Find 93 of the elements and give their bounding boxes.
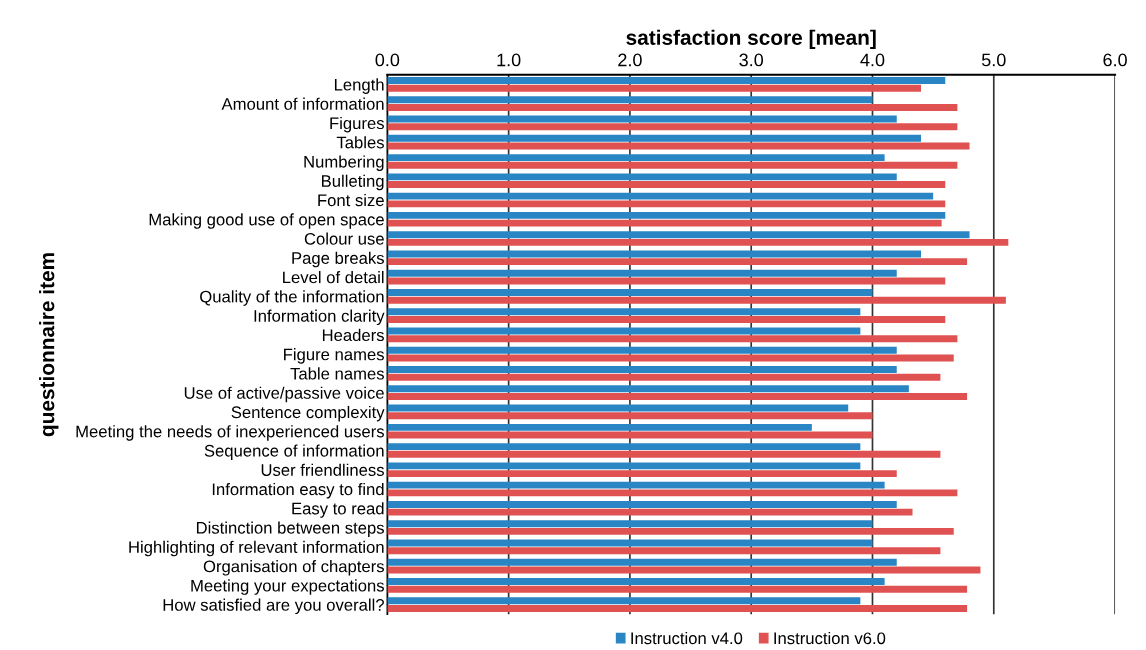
bar [387, 431, 873, 439]
y-tick-label: Meeting the needs of inexperienced users [76, 425, 384, 441]
legend-label: Instruction v4.0 [631, 631, 743, 645]
y-tick-label: Quality of the information [200, 290, 384, 306]
bar [387, 539, 873, 547]
y-tick-label: Making good use of open space [149, 213, 384, 229]
bar [387, 104, 958, 111]
y-tick-label: Figure names [284, 348, 384, 364]
bar [387, 219, 942, 227]
bar [387, 412, 873, 420]
bar [387, 250, 921, 258]
bar [387, 423, 812, 431]
y-tick-label: Page breaks [292, 251, 384, 268]
y-tick-label: Bulleting [322, 174, 384, 191]
bar [387, 385, 909, 393]
bar [387, 585, 968, 593]
bar [387, 192, 934, 200]
bar [387, 547, 941, 555]
bar [387, 134, 921, 142]
bar [387, 289, 873, 296]
y-tick-label: Amount of information [221, 97, 384, 110]
y-tick-label: Length [334, 78, 384, 94]
bar [387, 211, 946, 219]
y-tick-label: Information clarity [254, 309, 385, 326]
x-tick-label: 5.0 [981, 53, 1006, 67]
bar [387, 258, 968, 266]
y-tick-label: Numbering [304, 155, 384, 171]
bar [387, 335, 958, 343]
y-axis-title: questionnaire item [39, 253, 59, 437]
x-tick-label: 4.0 [860, 53, 885, 67]
legend-label: Instruction v6.0 [774, 631, 886, 645]
y-tick-label: Easy to read [292, 502, 384, 518]
bar [387, 508, 913, 516]
bar [387, 489, 958, 497]
y-tick-label: Figures [330, 116, 384, 133]
bar [387, 84, 921, 92]
bar [387, 161, 958, 169]
y-tick-label: Use of active/passive voice [184, 386, 384, 403]
bar [387, 231, 970, 239]
bar [387, 566, 981, 574]
bar [387, 77, 946, 84]
bar [387, 527, 954, 535]
bar [387, 296, 1006, 304]
y-tick-label: How satisfied are you overall? [163, 598, 384, 615]
x-tick-label: 3.0 [739, 53, 764, 67]
y-tick-label: Sequence of information [204, 444, 384, 460]
bar [387, 308, 861, 316]
bar [387, 578, 885, 585]
y-tick-label: Sentence complexity [231, 405, 385, 422]
bar [387, 315, 946, 323]
bar [387, 393, 968, 400]
bar [387, 238, 1009, 246]
bar [387, 366, 897, 374]
bar [387, 269, 897, 277]
y-tick-label: Level of detail [283, 271, 384, 284]
y-tick-label: Distinction between steps [196, 521, 384, 538]
y-tick-label: Highlighting of relevant information [129, 540, 384, 557]
x-tick-label: 2.0 [618, 53, 642, 67]
bar [387, 597, 861, 605]
bar [387, 450, 941, 458]
y-tick-label: Organisation of chapters [203, 560, 384, 576]
bar [387, 154, 885, 162]
bar [387, 181, 946, 189]
y-tick-label: Table names [290, 367, 384, 380]
bar [387, 558, 897, 566]
x-tick-label: 6.0 [1103, 53, 1127, 67]
x-axis-title: satisfaction score [mean] [626, 29, 876, 50]
bar [387, 481, 885, 489]
y-tick-label: User friendliness [261, 463, 384, 476]
bar [387, 373, 941, 381]
bar [387, 200, 946, 208]
bar [387, 346, 897, 354]
bar [387, 500, 897, 508]
bar [387, 462, 861, 470]
x-tick-label: 0.0 [375, 53, 400, 67]
bar [387, 115, 897, 123]
y-tick-label: Meeting your expectations [191, 579, 384, 595]
y-tick-label: Tables [336, 136, 384, 149]
y-tick-label: Headers [322, 328, 384, 342]
bar [387, 142, 970, 150]
bar [387, 123, 958, 131]
bar [387, 173, 897, 181]
bar [387, 443, 861, 451]
x-tick-label: 1.0 [497, 53, 521, 67]
bar [387, 470, 897, 478]
y-tick-label: Information easy to find [212, 482, 384, 499]
y-tick-label: Colour use [304, 232, 384, 245]
bar [387, 404, 849, 412]
bar [387, 520, 873, 528]
bar [387, 96, 873, 104]
y-tick-label: Font size [318, 193, 384, 207]
bar [387, 277, 946, 285]
bar [387, 605, 968, 612]
